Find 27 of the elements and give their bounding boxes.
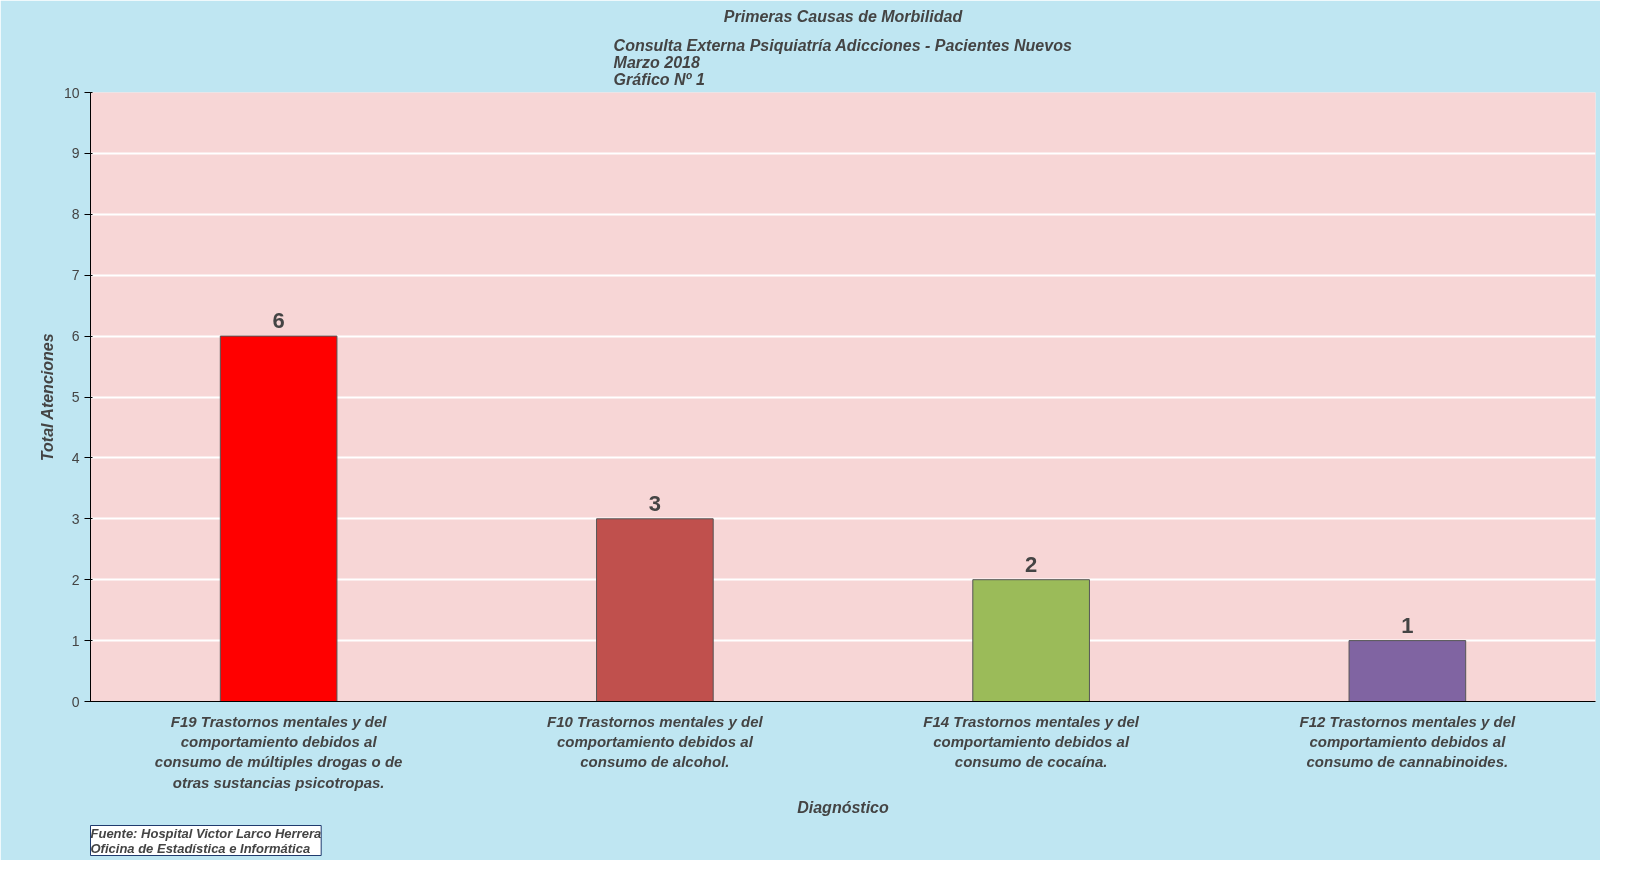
y-tick-label: 10: [63, 84, 80, 101]
data-label: 1: [1401, 612, 1414, 638]
x-tick-label: F19 Trastornos mentales y del comportamiento debidos al consumo de múltiples drogas o de otras sustancias psicotropas.: [154, 712, 403, 791]
x-tick-label: F14 Trastornos mentales y del comportamiento debidos al consumo de cocaína.: [923, 712, 1140, 771]
bar: [219, 335, 338, 702]
y-tick-label: 8: [71, 206, 80, 223]
data-label: 6: [272, 308, 285, 334]
data-label: 3: [648, 490, 662, 516]
y-tick-label: 1: [71, 632, 80, 649]
data-label: 2: [1025, 551, 1038, 577]
y-tick-label: 3: [71, 510, 80, 527]
bar: [596, 518, 714, 702]
x-tick-label: F10 Trastornos mentales y del comportamiento debidos al consumo de alcohol.: [547, 712, 764, 771]
y-tick-label: 5: [71, 389, 80, 405]
y-tick-label: 0: [71, 693, 80, 710]
x-tick-label: F12 Trastornos mentales y del comportamiento debidos al consumo de cannabinoides.: [1299, 712, 1517, 771]
bar: [972, 579, 1090, 702]
x-axis-title: Diagnóstico: [797, 798, 890, 816]
y-tick-label: 7: [71, 267, 80, 284]
y-tick-label: 2: [71, 571, 80, 588]
y-tick-label: 9: [71, 145, 80, 162]
y-tick-label: 4: [71, 449, 80, 466]
chart-subtitle: Consulta Externa Psiquiatría Adicciones - Pacientes Nuevos Marzo 2018 Gráfico Nº 1: [613, 36, 1072, 88]
bar: [1348, 640, 1467, 702]
y-axis-title: Total Atenciones: [38, 333, 56, 462]
chart-title: Primeras Causas de Morbilidad: [723, 7, 964, 25]
y-tick-label: 6: [71, 328, 80, 345]
